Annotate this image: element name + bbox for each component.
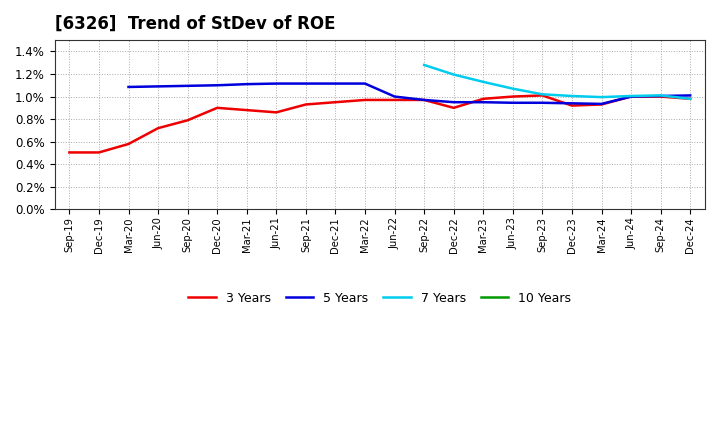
7 Years xyxy=(567,93,576,99)
7 Years xyxy=(657,93,665,98)
3 Years xyxy=(420,97,428,103)
3 Years xyxy=(65,150,73,155)
3 Years xyxy=(597,102,606,107)
7 Years xyxy=(449,72,458,77)
5 Years xyxy=(272,81,281,86)
5 Years xyxy=(243,81,251,87)
Line: 3 Years: 3 Years xyxy=(69,95,690,152)
3 Years xyxy=(331,99,340,105)
5 Years xyxy=(361,81,369,86)
5 Years xyxy=(479,99,487,105)
Line: 7 Years: 7 Years xyxy=(424,65,690,99)
3 Years xyxy=(479,96,487,102)
7 Years xyxy=(597,95,606,100)
Legend: 3 Years, 5 Years, 7 Years, 10 Years: 3 Years, 5 Years, 7 Years, 10 Years xyxy=(183,287,577,310)
3 Years xyxy=(272,110,281,115)
5 Years xyxy=(567,101,576,106)
Line: 5 Years: 5 Years xyxy=(128,84,690,104)
7 Years xyxy=(538,92,546,97)
3 Years xyxy=(686,96,695,102)
5 Years xyxy=(449,99,458,105)
7 Years xyxy=(627,93,636,99)
5 Years xyxy=(657,93,665,99)
3 Years xyxy=(508,94,517,99)
5 Years xyxy=(331,81,340,86)
3 Years xyxy=(213,105,222,110)
3 Years xyxy=(184,117,192,123)
7 Years xyxy=(686,96,695,102)
7 Years xyxy=(479,79,487,84)
3 Years xyxy=(124,141,132,147)
3 Years xyxy=(154,125,163,131)
5 Years xyxy=(420,97,428,103)
3 Years xyxy=(657,94,665,99)
5 Years xyxy=(154,84,163,89)
3 Years xyxy=(243,107,251,113)
3 Years xyxy=(567,103,576,108)
3 Years xyxy=(94,150,103,155)
5 Years xyxy=(213,83,222,88)
7 Years xyxy=(420,62,428,68)
5 Years xyxy=(390,94,399,99)
3 Years xyxy=(449,105,458,110)
5 Years xyxy=(124,84,132,90)
5 Years xyxy=(184,83,192,88)
5 Years xyxy=(538,100,546,106)
3 Years xyxy=(390,97,399,103)
5 Years xyxy=(508,100,517,106)
3 Years xyxy=(538,93,546,98)
3 Years xyxy=(627,94,636,99)
Text: [6326]  Trend of StDev of ROE: [6326] Trend of StDev of ROE xyxy=(55,15,335,33)
5 Years xyxy=(686,93,695,98)
5 Years xyxy=(302,81,310,86)
7 Years xyxy=(508,86,517,91)
3 Years xyxy=(361,97,369,103)
5 Years xyxy=(627,94,636,99)
5 Years xyxy=(597,101,606,106)
3 Years xyxy=(302,102,310,107)
